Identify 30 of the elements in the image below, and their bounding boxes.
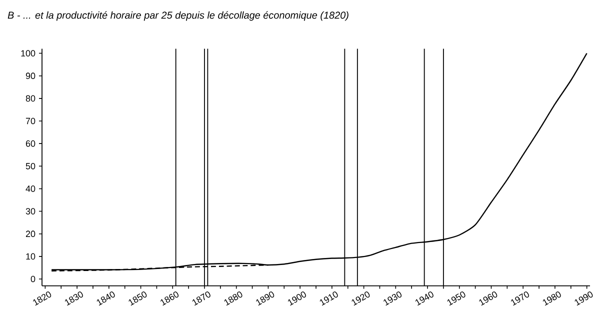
x-tick-label: 1890	[256, 292, 274, 306]
x-tick-label: 1930	[384, 292, 402, 306]
y-tick-label: 80	[26, 95, 36, 102]
x-tick-label: 1920	[352, 292, 370, 306]
x-tick-label: 1830	[64, 292, 83, 306]
x-tick-label: 1990	[574, 292, 593, 306]
x-tick-label: 1940	[415, 292, 434, 306]
y-tick-label: 100	[21, 50, 36, 56]
x-tick-label: 1870	[192, 292, 210, 306]
x-tick-label: 1980	[542, 292, 561, 306]
x-tick-label: 1910	[320, 292, 338, 306]
x-tick-label: 1970	[511, 292, 529, 306]
x-tick-label: 1960	[479, 292, 498, 306]
y-tick-label: 90	[26, 72, 36, 80]
y-tick-label: 50	[26, 162, 36, 170]
y-tick-label: 60	[26, 140, 36, 147]
x-tick-label: 1950	[447, 292, 466, 306]
x-tick-label: 1840	[96, 292, 115, 306]
x-tick-label: 1860	[160, 292, 179, 306]
x-tick-label: 1900	[288, 292, 306, 306]
y-tick-label: 20	[26, 230, 36, 238]
chart-title: B - ... et la productivité horaire par 25 depuis le décollage économique (1820)	[8, 11, 348, 21]
x-tick-label: 1820	[33, 292, 52, 306]
x-tick-label: 1880	[224, 292, 242, 306]
y-tick-label: 30	[26, 208, 36, 214]
y-tick-label: 0	[30, 276, 36, 282]
x-tick-label: 1850	[128, 292, 147, 306]
y-tick-label: 10	[26, 253, 36, 260]
y-tick-label: 40	[26, 186, 36, 192]
y-tick-label: 70	[26, 118, 36, 124]
